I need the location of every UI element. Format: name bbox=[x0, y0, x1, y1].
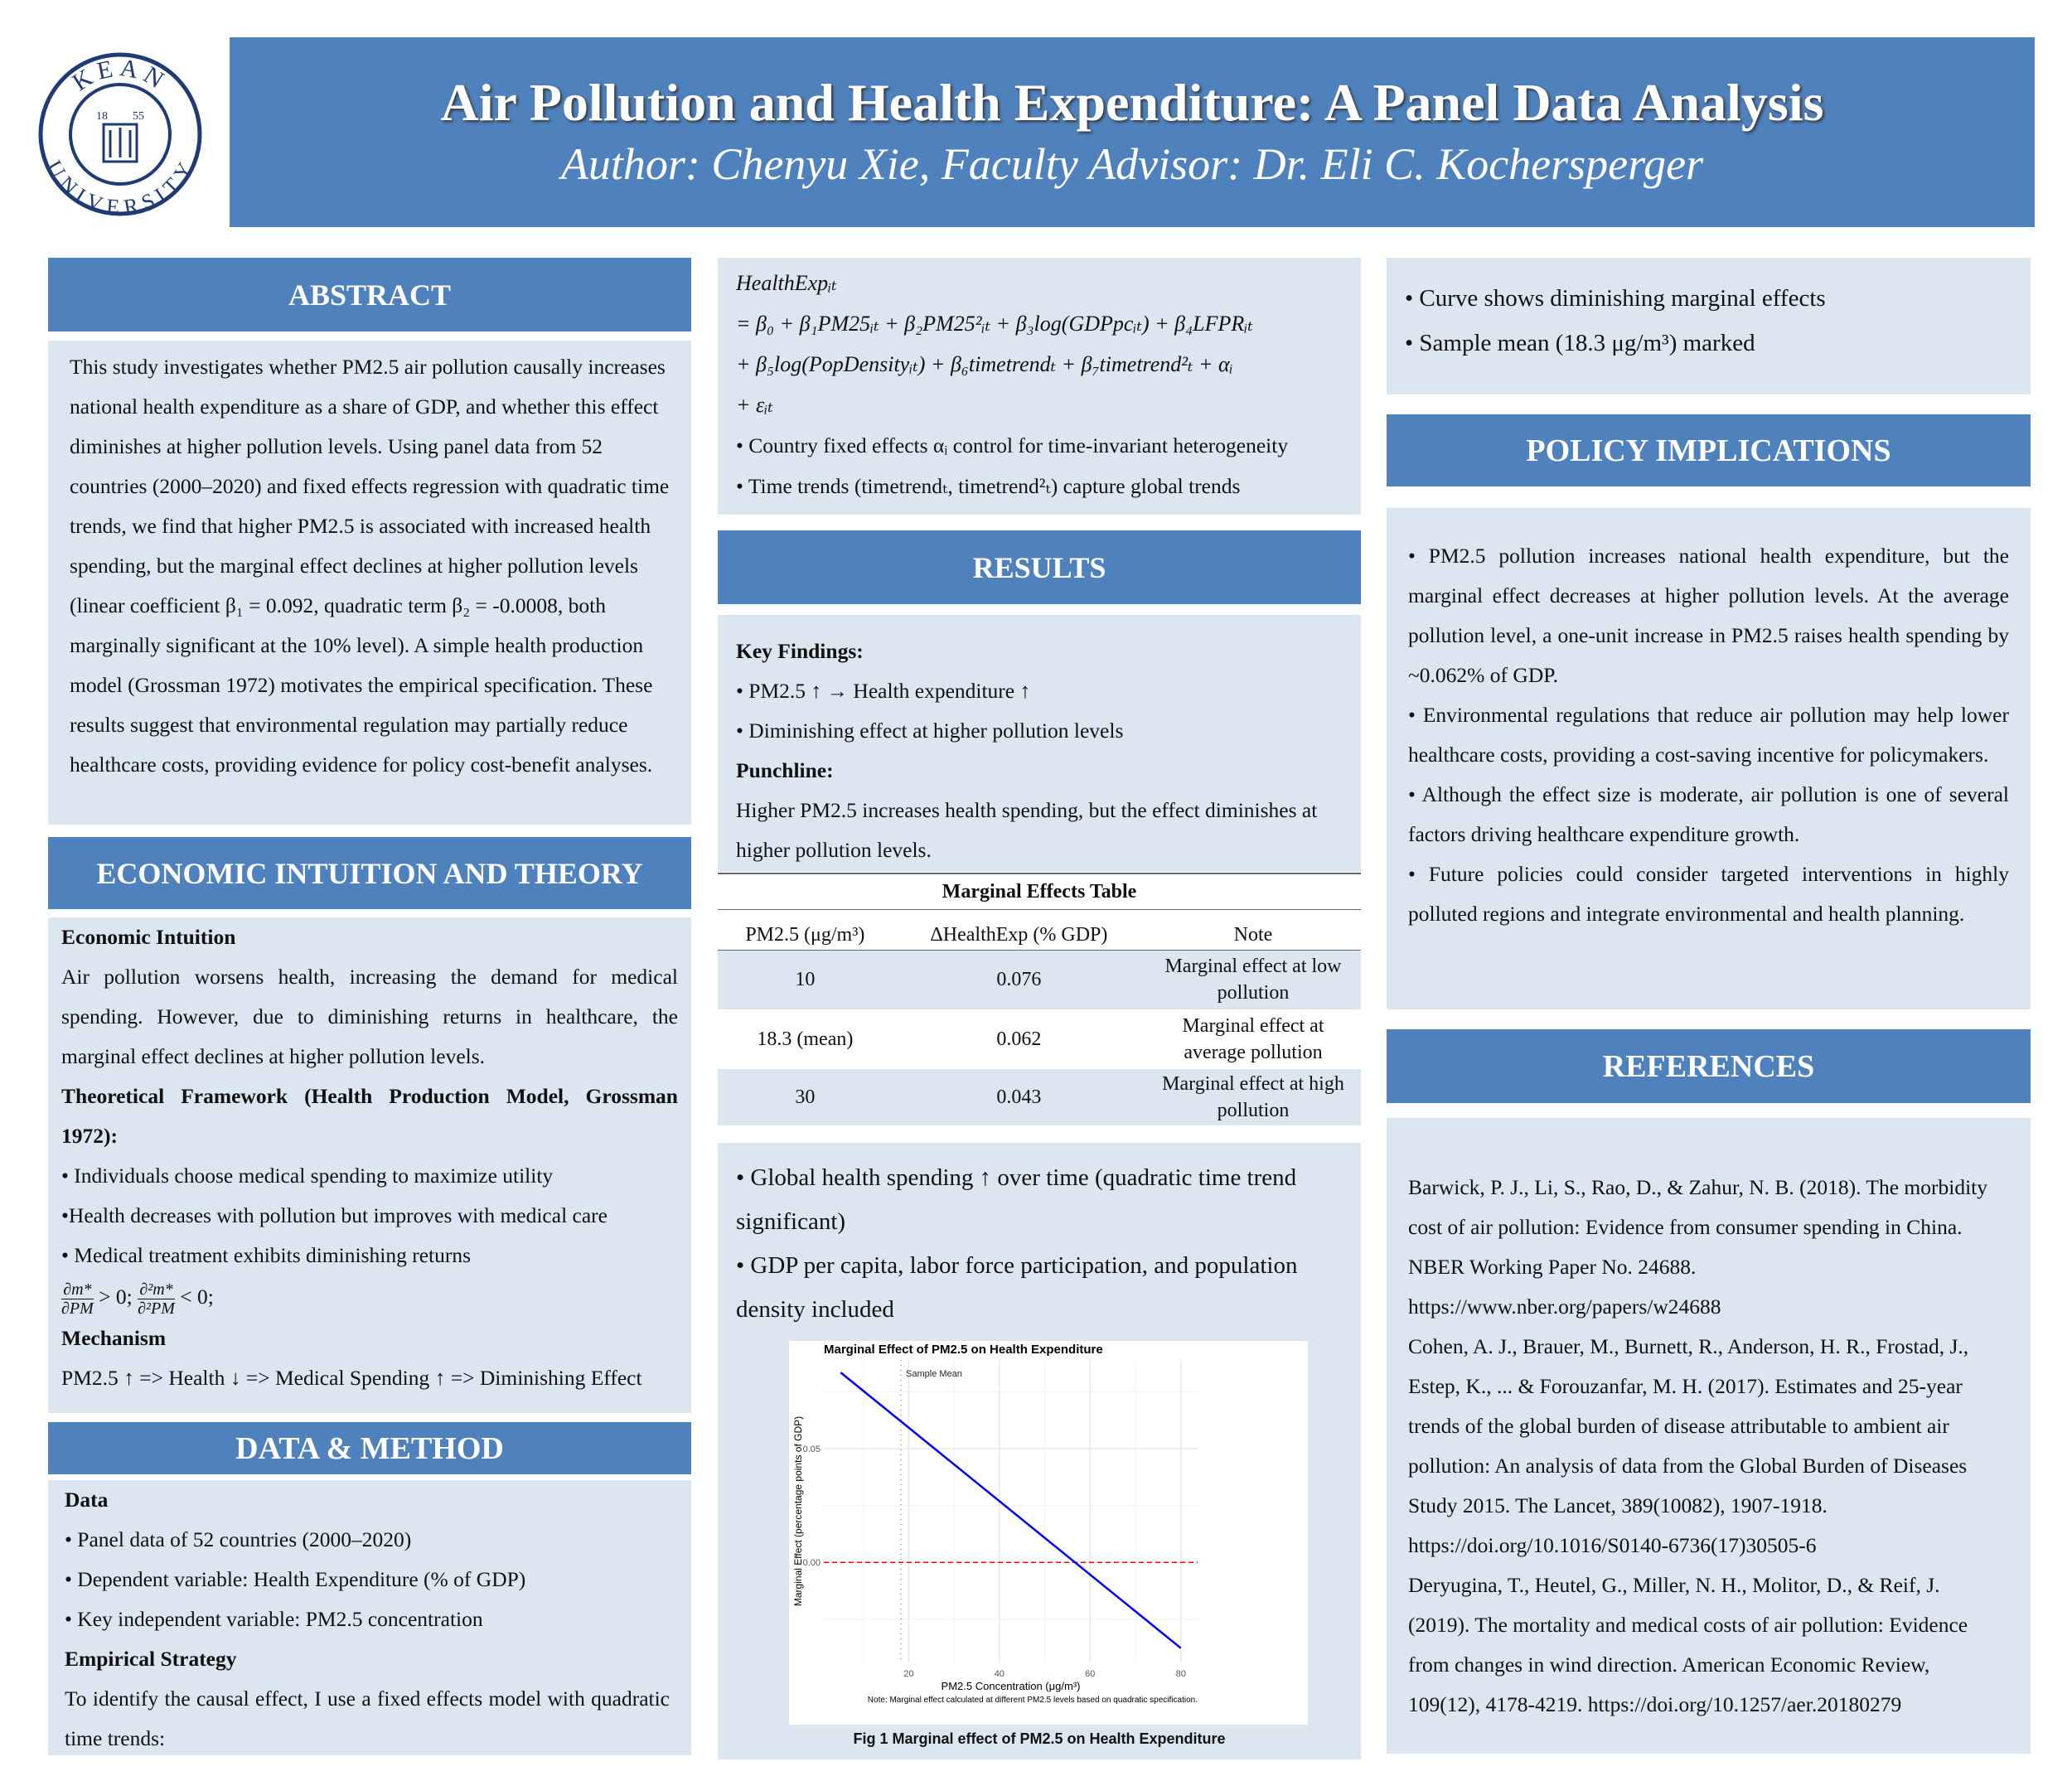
svg-text:55: 55 bbox=[133, 110, 144, 123]
chart-note: • Sample mean (18.3 μg/m³) marked bbox=[1405, 330, 1755, 356]
sample-mean-label: Sample Mean bbox=[906, 1369, 962, 1379]
abstract-heading: ABSTRACT bbox=[48, 258, 691, 331]
reference-item: Cohen, A. J., Brauer, M., Burnett, R., A… bbox=[1408, 1334, 1969, 1557]
x-tick-label: 60 bbox=[1085, 1669, 1095, 1679]
table-cell: 0.062 bbox=[996, 1028, 1042, 1050]
marginal-effect-line bbox=[840, 1372, 1182, 1649]
equation-section: HealthExpᵢₜ = β₀ + β₁PM25ᵢₜ + β₂PM25²ᵢₜ … bbox=[718, 258, 1361, 515]
table-cell: 0.043 bbox=[996, 1086, 1042, 1108]
framework-bullet: • Individuals choose medical spending to… bbox=[61, 1164, 554, 1188]
column-header: ΔHealthExp (% GDP) bbox=[930, 923, 1108, 946]
policy-bullet: • Future policies could consider targete… bbox=[1408, 862, 2009, 926]
title-banner: Air Pollution and Health Expenditure: A … bbox=[230, 37, 2035, 227]
key-findings-title: Key Findings: bbox=[736, 639, 864, 663]
references-section: Barwick, P. J., Li, S., Rao, D., & Zahur… bbox=[1387, 1118, 2031, 1754]
table-cell: 18.3 (mean) bbox=[757, 1028, 854, 1050]
results-bullet: • GDP per capita, labor force participat… bbox=[736, 1252, 1298, 1323]
policy-bullet: • Although the effect size is moderate, … bbox=[1408, 782, 2009, 846]
equation-line: = β₀ + β₁PM25ᵢₜ + β₂PM25²ᵢₜ + β₃log(GDPp… bbox=[736, 312, 1253, 336]
equation-line: + β₅log(PopDensityᵢₜ) + β₆timetrendₜ + β… bbox=[736, 352, 1233, 376]
table-row: 10 0.076 Marginal effect at low pollutio… bbox=[718, 950, 1361, 1009]
y-tick-label: 0.00 bbox=[803, 1558, 821, 1568]
equation-bullet: • Country fixed effects αᵢ control for t… bbox=[736, 433, 1289, 457]
policy-heading: POLICY IMPLICATIONS bbox=[1387, 414, 2031, 486]
intuition-text: Air pollution worsens health, increasing… bbox=[61, 965, 678, 1068]
policy-bullet: • PM2.5 pollution increases national hea… bbox=[1408, 544, 2009, 687]
equation-bullet: • Time trends (timetrendₜ, timetrend²ₜ) … bbox=[736, 474, 1241, 498]
x-tick-label: 20 bbox=[903, 1669, 913, 1679]
table-cell: 10 bbox=[795, 969, 816, 991]
theory-section: Economic Intuition Air pollution worsens… bbox=[48, 917, 691, 1413]
x-tick-label: 80 bbox=[1176, 1669, 1186, 1679]
results-heading: RESULTS bbox=[718, 530, 1361, 604]
strategy-text: To identify the causal effect, I use a f… bbox=[65, 1686, 670, 1750]
y-tick-label: 0.05 bbox=[803, 1445, 821, 1454]
chart-notes-section: • Curve shows diminishing marginal effec… bbox=[1387, 258, 2031, 394]
x-axis-label: PM2.5 Concentration (μg/m³) bbox=[942, 1680, 1081, 1692]
framework-bullet: •Health decreases with pollution but imp… bbox=[61, 1203, 608, 1227]
policy-bullet: • Environmental regulations that reduce … bbox=[1408, 703, 2009, 767]
key-findings-section: Key Findings: • PM2.5 ↑ → Health expendi… bbox=[718, 615, 1361, 872]
table-row: 18.3 (mean) 0.062 Marginal effect at ave… bbox=[718, 1009, 1361, 1069]
poster-author: Author: Chenyu Xie, Faculty Advisor: Dr.… bbox=[560, 139, 1704, 189]
chart-note: Note: Marginal effect calculated at diff… bbox=[868, 1696, 1198, 1705]
key-finding: • Diminishing effect at higher pollution… bbox=[736, 719, 1124, 743]
mechanism-text: PM2.5 ↑ => Health ↓ => Medical Spending … bbox=[61, 1366, 642, 1390]
theory-heading: ECONOMIC INTUITION AND THEORY bbox=[48, 837, 691, 909]
framework-title: Theoretical Framework (Health Production… bbox=[61, 1084, 678, 1148]
equation-line: HealthExpᵢₜ bbox=[736, 271, 837, 295]
marginal-effects-table: Marginal Effects Table PM2.5 (μg/m³) ΔHe… bbox=[718, 873, 1361, 1134]
data-method-section: Data • Panel data of 52 countries (2000–… bbox=[48, 1480, 691, 1755]
data-bullet: • Panel data of 52 countries (2000–2020) bbox=[65, 1527, 412, 1551]
abstract-text: This study investigates whether PM2.5 ai… bbox=[70, 355, 670, 777]
svg-text:18: 18 bbox=[96, 110, 108, 123]
reference-item: Deryugina, T., Heutel, G., Miller, N. H.… bbox=[1408, 1573, 1968, 1716]
chart-title: Marginal Effect of PM2.5 on Health Expen… bbox=[824, 1343, 1103, 1357]
data-bullet: • Dependent variable: Health Expenditure… bbox=[65, 1567, 526, 1591]
policy-section: • PM2.5 pollution increases national hea… bbox=[1387, 508, 2031, 1009]
strategy-title: Empirical Strategy bbox=[65, 1647, 237, 1671]
table-cell: 0.076 bbox=[996, 969, 1042, 991]
x-tick-label: 40 bbox=[995, 1669, 1005, 1679]
table-cell: Marginal effect at average pollution bbox=[1182, 1015, 1324, 1063]
chart-note: • Curve shows diminishing marginal effec… bbox=[1405, 285, 1826, 312]
table-title: Marginal Effects Table bbox=[718, 874, 1361, 910]
intuition-title: Economic Intuition bbox=[61, 925, 236, 949]
framework-bullet: • Medical treatment exhibits diminishing… bbox=[61, 1243, 472, 1267]
column-header: PM2.5 (μg/m³) bbox=[745, 923, 865, 946]
abstract-section: This study investigates whether PM2.5 ai… bbox=[48, 341, 691, 825]
poster-title: Air Pollution and Health Expenditure: A … bbox=[440, 73, 1824, 132]
figure-caption: Fig 1 Marginal effect of PM2.5 on Health… bbox=[853, 1730, 1226, 1747]
derivative-conditions: ∂m* ∂PM > 0; ∂²m* ∂²PM < 0; bbox=[61, 1280, 214, 1318]
equation-line: + εᵢₜ bbox=[736, 393, 773, 417]
table-header-row: PM2.5 (μg/m³) ΔHealthExp (% GDP) Note bbox=[718, 910, 1361, 950]
punchline-text: Higher PM2.5 increases health spending, … bbox=[736, 798, 1318, 862]
results-bullet: • Global health spending ↑ over time (qu… bbox=[736, 1164, 1297, 1235]
table-row: 30 0.043 Marginal effect at high polluti… bbox=[718, 1069, 1361, 1125]
data-bullet: • Key independent variable: PM2.5 concen… bbox=[65, 1607, 483, 1631]
table-cell: 30 bbox=[795, 1086, 816, 1108]
table-cell: Marginal effect at low pollution bbox=[1164, 956, 1342, 1004]
marginal-effect-chart: Marginal Effect of PM2.5 on Health Expen… bbox=[789, 1341, 1308, 1725]
mechanism-title: Mechanism bbox=[61, 1326, 167, 1350]
data-method-heading: DATA & METHOD bbox=[48, 1422, 691, 1474]
key-finding: • PM2.5 ↑ → Health expenditure ↑ bbox=[736, 679, 1031, 703]
punchline-title: Punchline: bbox=[736, 758, 834, 782]
references-heading: REFERENCES bbox=[1387, 1029, 2031, 1103]
table-cell: Marginal effect at high pollution bbox=[1162, 1073, 1344, 1121]
column-header: Note bbox=[1233, 923, 1273, 946]
reference-item: Barwick, P. J., Li, S., Rao, D., & Zahur… bbox=[1408, 1175, 1987, 1319]
kean-university-logo: KEAN UNIVERSITY 18 55 bbox=[38, 52, 202, 217]
y-axis-label: Marginal Effect (percentage points of GD… bbox=[792, 1416, 804, 1606]
data-title: Data bbox=[65, 1488, 109, 1512]
